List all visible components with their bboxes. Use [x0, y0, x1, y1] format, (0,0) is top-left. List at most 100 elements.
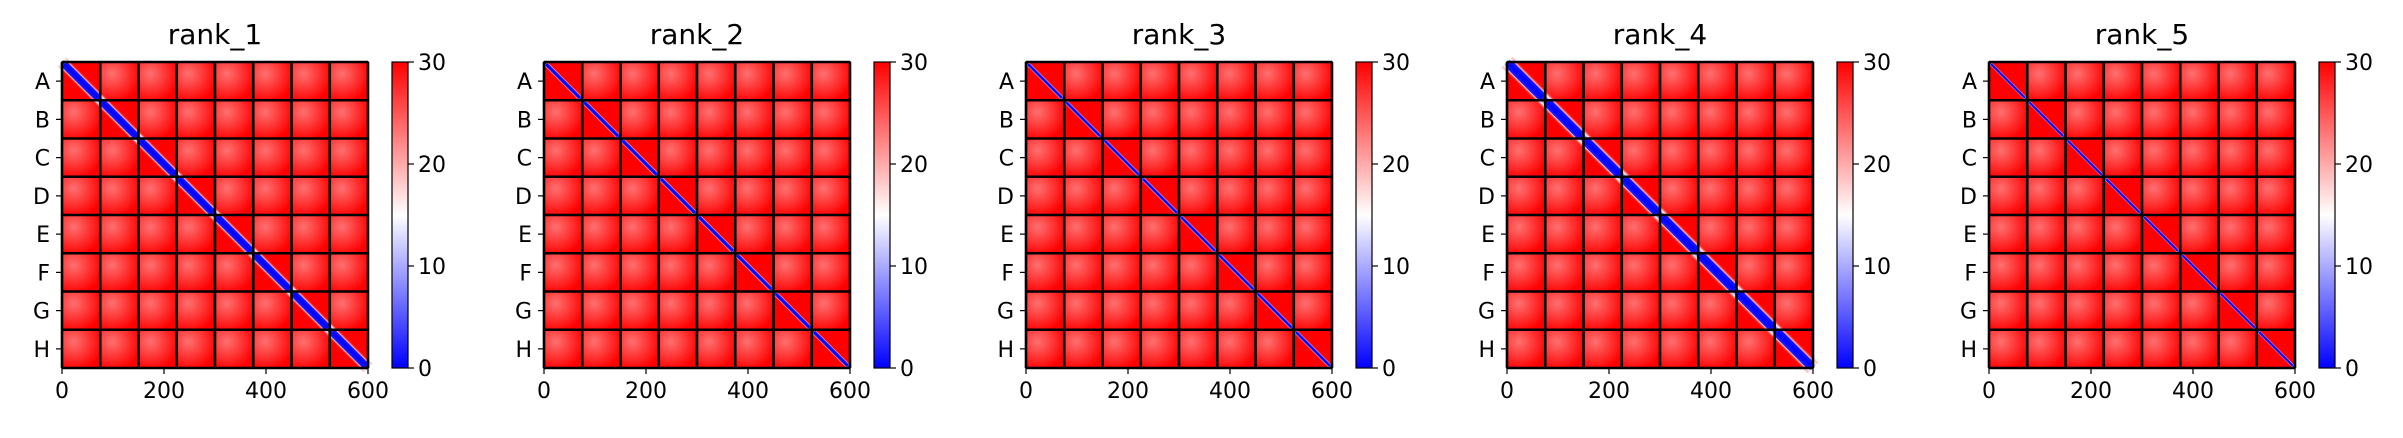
diagonal-block-core: [774, 292, 811, 329]
heatmap-block-texture: [812, 292, 849, 329]
y-tick-label: G: [33, 300, 50, 325]
heatmap-block-texture: [2028, 254, 2065, 291]
heatmap-block-texture: [1103, 63, 1140, 100]
diagonal-block-core: [812, 330, 849, 367]
heatmap-block-texture: [1180, 292, 1217, 329]
x-tick-label: 0: [55, 379, 69, 404]
heatmap-block-texture: [774, 254, 811, 291]
heatmap-block-texture: [2066, 177, 2103, 214]
heatmap-block-texture: [1622, 101, 1659, 138]
heatmap-block-texture: [330, 101, 367, 138]
heatmap-block-texture: [216, 330, 253, 367]
colorbar: [391, 61, 409, 369]
diagonal-block-core: [2028, 101, 2064, 137]
diagonal-block-core: [1295, 331, 1331, 367]
y-tick-label: C: [1962, 147, 1977, 172]
heatmap-block-texture: [1584, 101, 1621, 138]
colorbar-tick-label: 20: [1863, 153, 1891, 178]
heatmap-block-texture: [139, 254, 176, 291]
heatmap-block-texture: [1027, 330, 1064, 367]
colorbar-tick-label: 10: [2345, 255, 2373, 280]
heatmap-block-texture: [2104, 254, 2141, 291]
heatmap-block-texture: [177, 216, 214, 253]
heatmap-block-texture: [545, 101, 582, 138]
heatmap-block-texture: [177, 63, 214, 100]
heatmap-block-texture: [1294, 139, 1331, 176]
heatmap-block-texture: [1180, 254, 1217, 291]
heatmap-block-texture: [177, 292, 214, 329]
heatmap-block-texture: [583, 254, 620, 291]
heatmap-block-texture: [621, 254, 658, 291]
colorbar: [1355, 61, 1373, 369]
heatmap-block-texture: [1584, 63, 1621, 100]
heatmap-block-texture: [659, 139, 696, 176]
heatmap-block-texture: [1699, 139, 1736, 176]
heatmap-block-texture: [583, 139, 620, 176]
y-tick-label: B: [1480, 108, 1495, 133]
heatmap-block-texture: [2257, 101, 2294, 138]
heatmap-block-texture: [1065, 292, 1102, 329]
heatmap-block-texture: [736, 101, 773, 138]
x-tick-label: 0: [537, 379, 551, 404]
heatmap-block-texture: [1180, 63, 1217, 100]
heatmap-block-texture: [2219, 254, 2256, 291]
heatmap-block-texture: [139, 292, 176, 329]
heatmap-block-texture: [2181, 292, 2218, 329]
heatmap-block-texture: [2104, 139, 2141, 176]
heatmap-block-texture: [1737, 63, 1774, 100]
heatmap-block-texture: [2104, 292, 2141, 329]
heatmap-block-texture: [139, 330, 176, 367]
diagonal-block-core: [2220, 293, 2256, 329]
heatmap-block-texture: [1256, 216, 1293, 253]
heatmap-block-texture: [2028, 292, 2065, 329]
heatmap-block-texture: [330, 63, 367, 100]
heatmap-block-texture: [545, 139, 582, 176]
heatmap-block-texture: [545, 292, 582, 329]
heatmap-block-texture: [1256, 139, 1293, 176]
heatmap-block-texture: [177, 101, 214, 138]
heatmap-block-texture: [1990, 292, 2027, 329]
diagonal-block-core: [2181, 254, 2217, 290]
heatmap-block-texture: [2219, 330, 2256, 367]
heatmap-block-texture: [2219, 216, 2256, 253]
colorbar-tick-label: 20: [418, 153, 446, 178]
heatmap-block-texture: [774, 177, 811, 214]
diagonal-block-core: [214, 214, 254, 254]
heatmap-block-texture: [1661, 63, 1698, 100]
heatmap-block-texture: [330, 254, 367, 291]
y-tick-label: H: [33, 338, 50, 363]
diagonal-block-core: [1142, 178, 1178, 214]
heatmap-block-texture: [1103, 254, 1140, 291]
heatmap-block-texture: [1737, 101, 1774, 138]
heatmap-block-texture: [1141, 292, 1178, 329]
heatmap-block-texture: [659, 330, 696, 367]
heatmap-block-texture: [2028, 216, 2065, 253]
heatmap-block-texture: [583, 177, 620, 214]
heatmap-block-texture: [2257, 254, 2294, 291]
heatmap-block-texture: [330, 177, 367, 214]
x-tick-label: 400: [245, 379, 287, 404]
diagonal-block-core: [1582, 137, 1623, 178]
heatmap-block-texture: [1218, 63, 1255, 100]
heatmap-block-texture: [1103, 177, 1140, 214]
heatmap-block-texture: [292, 177, 329, 214]
colorbar-tick-label: 0: [1382, 357, 1396, 382]
heatmap-block-texture: [2181, 216, 2218, 253]
heatmap-block-texture: [330, 292, 367, 329]
diagonal-block-core: [659, 177, 696, 214]
heatmap-block-texture: [1027, 216, 1064, 253]
y-tick-label: G: [997, 300, 1014, 325]
y-tick-label: F: [519, 261, 532, 286]
y-tick-label: F: [1482, 261, 1495, 286]
heatmap-block-texture: [736, 63, 773, 100]
panel-title: rank_3: [1132, 18, 1226, 51]
heatmap-block-texture: [2104, 216, 2141, 253]
heatmap-block-texture: [621, 292, 658, 329]
heatmap-block-texture: [1218, 177, 1255, 214]
diagonal-block-core: [1735, 290, 1776, 331]
heatmap-block-texture: [2066, 254, 2103, 291]
heatmap-block-texture: [1661, 292, 1698, 329]
heatmap-block-texture: [1737, 216, 1774, 253]
heatmap-block-texture: [63, 101, 100, 138]
